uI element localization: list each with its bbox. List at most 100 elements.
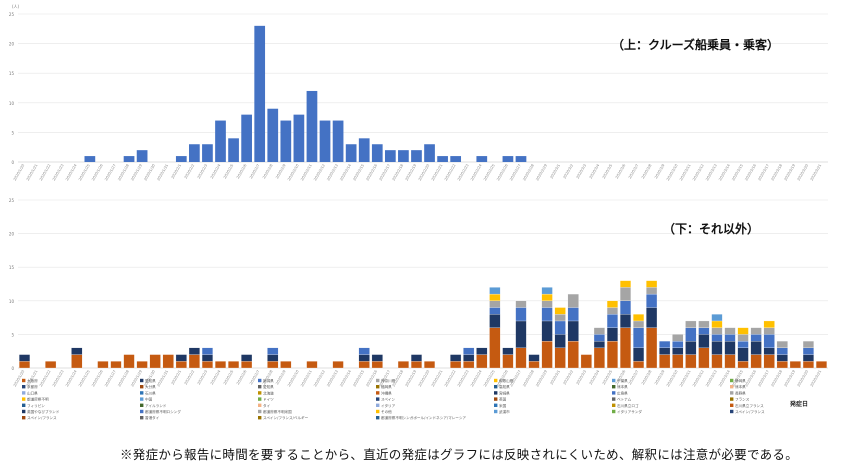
bar-segment-others — [215, 361, 226, 369]
bar-segment-others — [515, 320, 527, 348]
x-tick-label-cruise: 2020/3/15 — [731, 164, 744, 182]
bar-segment-others — [711, 320, 723, 328]
bar-segment-others — [450, 354, 462, 362]
bar-segment-others — [620, 300, 631, 315]
bar-cruise — [515, 156, 527, 162]
legend-swatch — [22, 397, 26, 401]
bar-cruise — [450, 156, 462, 162]
x-tick-label-cruise: 2020/2/16 — [365, 163, 378, 182]
bar-segment-others — [685, 354, 697, 369]
chart-title-others: （下：それ以外） — [663, 222, 760, 236]
bar-segment-others — [424, 361, 436, 369]
bar-segment-others — [528, 354, 540, 362]
bar-segment-others — [489, 327, 501, 369]
x-tick-label-cruise: 2020/3/16 — [744, 163, 757, 182]
footnote: ※発症から報告に時間を要することから、直近の発症はグラフには反映されにくいため、… — [120, 447, 799, 462]
bar-segment-others — [567, 340, 579, 369]
x-tick-label-cruise: 2020/2/22 — [444, 164, 457, 182]
bar-segment-others — [593, 327, 605, 335]
y-tick-label-cruise: 25 — [9, 12, 15, 17]
x-tick-label-others: 2020/3/6 — [615, 369, 627, 386]
bar-segment-others — [593, 340, 605, 348]
bar-segment-others — [646, 280, 658, 288]
x-tick-label-cruise: 2020/3/4 — [589, 163, 601, 180]
bar-segment-others — [593, 334, 605, 342]
x-tick-label-others: 2020/3/12 — [692, 370, 705, 388]
bar-segment-others — [201, 354, 213, 362]
bar-segment-others — [776, 354, 788, 362]
y-tick-label-others: 5 — [11, 332, 14, 337]
x-tick-label-cruise: 2020/3/5 — [602, 164, 614, 180]
bar-segment-others — [201, 347, 213, 355]
x-tick-label-others: 2020/2/5 — [223, 370, 235, 386]
legend-swatch — [258, 391, 262, 395]
x-tick-label-cruise: 2020/3/11 — [679, 164, 692, 182]
bar-segment-others — [750, 334, 762, 342]
bar-segment-others — [659, 340, 671, 348]
x-tick-label-cruise: 2020/2/10 — [287, 163, 300, 182]
legend-swatch — [140, 385, 144, 389]
legend-swatch — [494, 397, 498, 401]
legend-label: 熊本県 — [735, 384, 746, 389]
bar-segment-others — [228, 361, 240, 369]
bar-segment-others — [541, 300, 553, 308]
legend-label: フィリピン — [27, 403, 45, 408]
bar-segment-others — [724, 340, 736, 355]
legend-label: 石川県 — [145, 390, 156, 395]
legend-label: 沖縄県 — [381, 390, 392, 395]
bar-segment-others — [162, 354, 174, 369]
bar-cruise — [175, 156, 187, 162]
legend-swatch — [258, 416, 262, 420]
legend-label: 都道府県不明 — [27, 397, 49, 402]
x-tick-label-cruise: 2020/2/7 — [249, 164, 261, 180]
bar-cruise — [202, 144, 213, 162]
bar-segment-others — [776, 340, 788, 348]
x-tick-label-cruise: 2020/1/30 — [143, 163, 156, 182]
legend-swatch — [612, 397, 616, 401]
x-tick-label-cruise: 2020/2/11 — [300, 164, 313, 182]
bar-segment-others — [750, 340, 762, 355]
legend-swatch — [258, 403, 262, 407]
bar-segment-others — [711, 327, 723, 335]
x-tick-label-others: 2020/3/20 — [797, 369, 810, 388]
bar-segment-others — [776, 361, 788, 369]
bar-segment-others — [724, 354, 736, 369]
bar-segment-others — [554, 320, 566, 335]
x-tick-label-others: 2020/1/20 — [13, 369, 26, 388]
x-tick-label-cruise: 2020/1/21 — [26, 164, 39, 182]
x-tick-label-cruise: 2020/2/5 — [223, 164, 235, 180]
legend-swatch — [22, 403, 26, 407]
x-tick-label-others: 2020/1/28 — [117, 369, 130, 388]
x-tick-label-cruise: 2020/1/22 — [39, 164, 52, 182]
bar-segment-others — [489, 307, 501, 315]
bar-segment-others — [763, 347, 775, 355]
bar-cruise — [502, 156, 514, 162]
bar-segment-others — [606, 300, 618, 308]
bar-segment-others — [476, 347, 488, 355]
x-tick-label-others: 2020/2/16 — [365, 369, 378, 388]
bar-cruise — [136, 150, 148, 162]
x-tick-label-cruise: 2020/2/2 — [184, 164, 196, 180]
bar-segment-others — [410, 354, 422, 362]
x-tick-label-cruise: 2020/1/23 — [52, 164, 65, 182]
x-tick-label-cruise: 2020/3/6 — [615, 163, 627, 180]
bar-segment-others — [45, 361, 57, 369]
x-tick-label-cruise: 2020/3/1 — [550, 164, 562, 180]
bar-segment-others — [789, 361, 801, 369]
bar-segment-others — [541, 320, 553, 342]
bar-segment-others — [698, 320, 710, 328]
x-tick-label-others: 2020/2/4 — [210, 369, 222, 386]
bar-segment-others — [646, 287, 658, 295]
bar-cruise — [319, 120, 331, 162]
bar-cruise — [189, 144, 200, 162]
bar-segment-others — [606, 340, 618, 369]
x-tick-label-others: 2020/1/26 — [91, 369, 104, 388]
x-tick-label-others: 2020/3/5 — [602, 370, 614, 386]
bar-segment-others — [280, 361, 292, 369]
x-tick-label-cruise: 2020/3/19 — [784, 163, 797, 182]
bar-segment-others — [306, 361, 318, 369]
x-tick-label-others: 2020/2/25 — [483, 370, 496, 388]
legend-swatch — [258, 385, 262, 389]
legend-label: 都道府県不明シンガポール/インドネシア/マレーシア — [381, 415, 466, 420]
